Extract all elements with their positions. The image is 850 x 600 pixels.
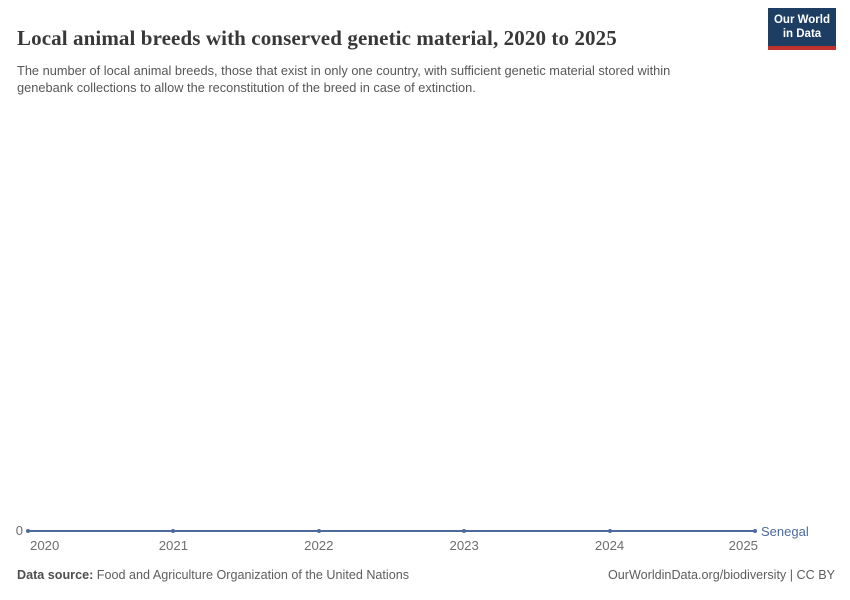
x-axis-tick-label-2024: 2024 [594,538,625,553]
data-point-2020[interactable] [26,529,30,533]
owid-logo-text-line1: Our World [773,14,830,26]
owid-logo[interactable]: Our World in Data [768,8,836,50]
footer-source-text: Food and Agriculture Organization of the… [96,568,410,582]
owid-logo-text-line2: in Data [782,27,822,40]
data-point-2024[interactable] [607,529,612,533]
data-point-2023[interactable] [462,529,467,533]
x-axis-tick-label-2025: 2025 [728,538,758,553]
data-point-2025[interactable] [753,529,757,533]
x-axis-tick-label-2020: 2020 [30,538,60,553]
series-line-senegal [28,530,755,532]
x-axis-tick-label-2022: 2022 [304,538,334,553]
footer-source: Data source: Food and Agriculture Organi… [17,568,409,582]
chart-subtitle: The number of local animal breeds, those… [17,62,671,95]
x-axis-tick-label-2023: 2023 [449,538,479,553]
x-axis-tick-label-2021: 2021 [158,538,189,553]
footer-attribution: OurWorldinData.org/biodiversity | CC BY [607,568,835,582]
series-label-senegal[interactable]: Senegal [761,524,809,539]
y-axis-zero-label: 0 [15,523,23,538]
data-point-2022[interactable] [316,529,321,533]
data-point-2021[interactable] [171,529,176,533]
chart-title: Local animal breeds with conserved genet… [17,26,617,51]
footer-source-label: Data source: [17,568,94,582]
